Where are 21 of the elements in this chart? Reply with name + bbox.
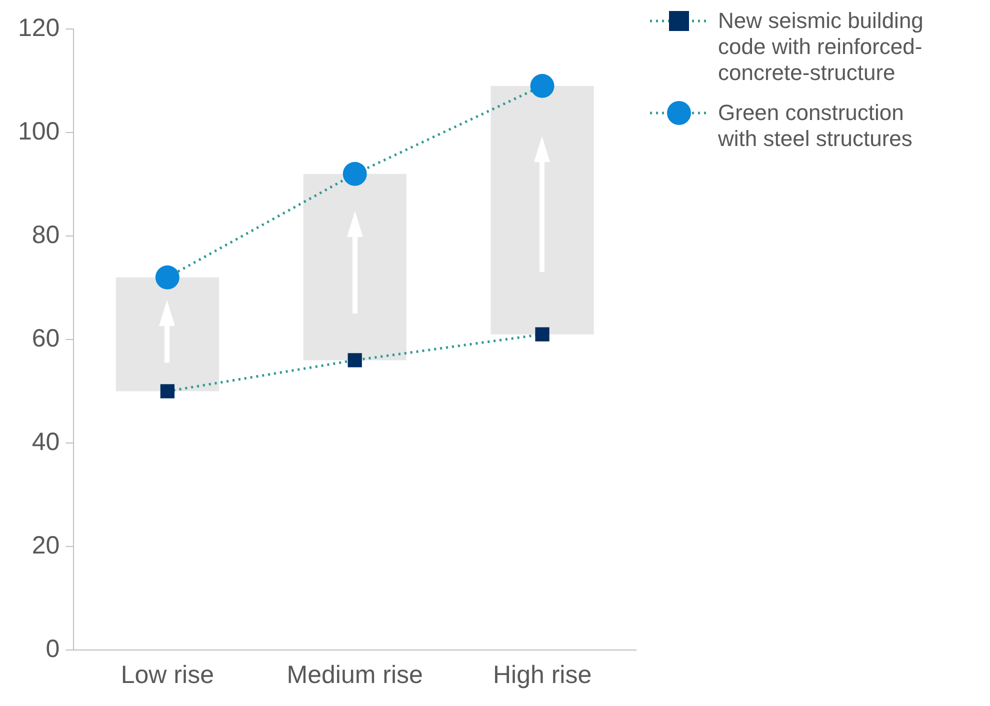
point — [535, 327, 550, 342]
y-tick-label: 20 — [32, 531, 60, 560]
point — [155, 265, 180, 290]
point — [530, 74, 554, 98]
y-tick-label: 0 — [46, 634, 60, 663]
legend-label: Green construction with steel structures — [718, 100, 914, 152]
x-tick-label: High rise — [492, 660, 592, 689]
bar — [303, 174, 406, 360]
x-tick-label: Low rise — [120, 660, 214, 689]
point — [348, 353, 362, 368]
y-tick-label: 40 — [32, 428, 60, 456]
legend-label: New seismic building code with reinforced-concrete-structure — [718, 8, 924, 86]
x-tick-label: Medium rise — [286, 660, 423, 689]
y-tick-label: 80 — [32, 220, 60, 249]
y-tick-label: 120 — [18, 14, 60, 42]
point — [160, 384, 174, 398]
point — [342, 162, 367, 186]
y-tick-label: 60 — [32, 324, 60, 352]
y-tick-label: 100 — [18, 117, 60, 146]
bar — [116, 277, 219, 392]
bar — [490, 86, 594, 334]
